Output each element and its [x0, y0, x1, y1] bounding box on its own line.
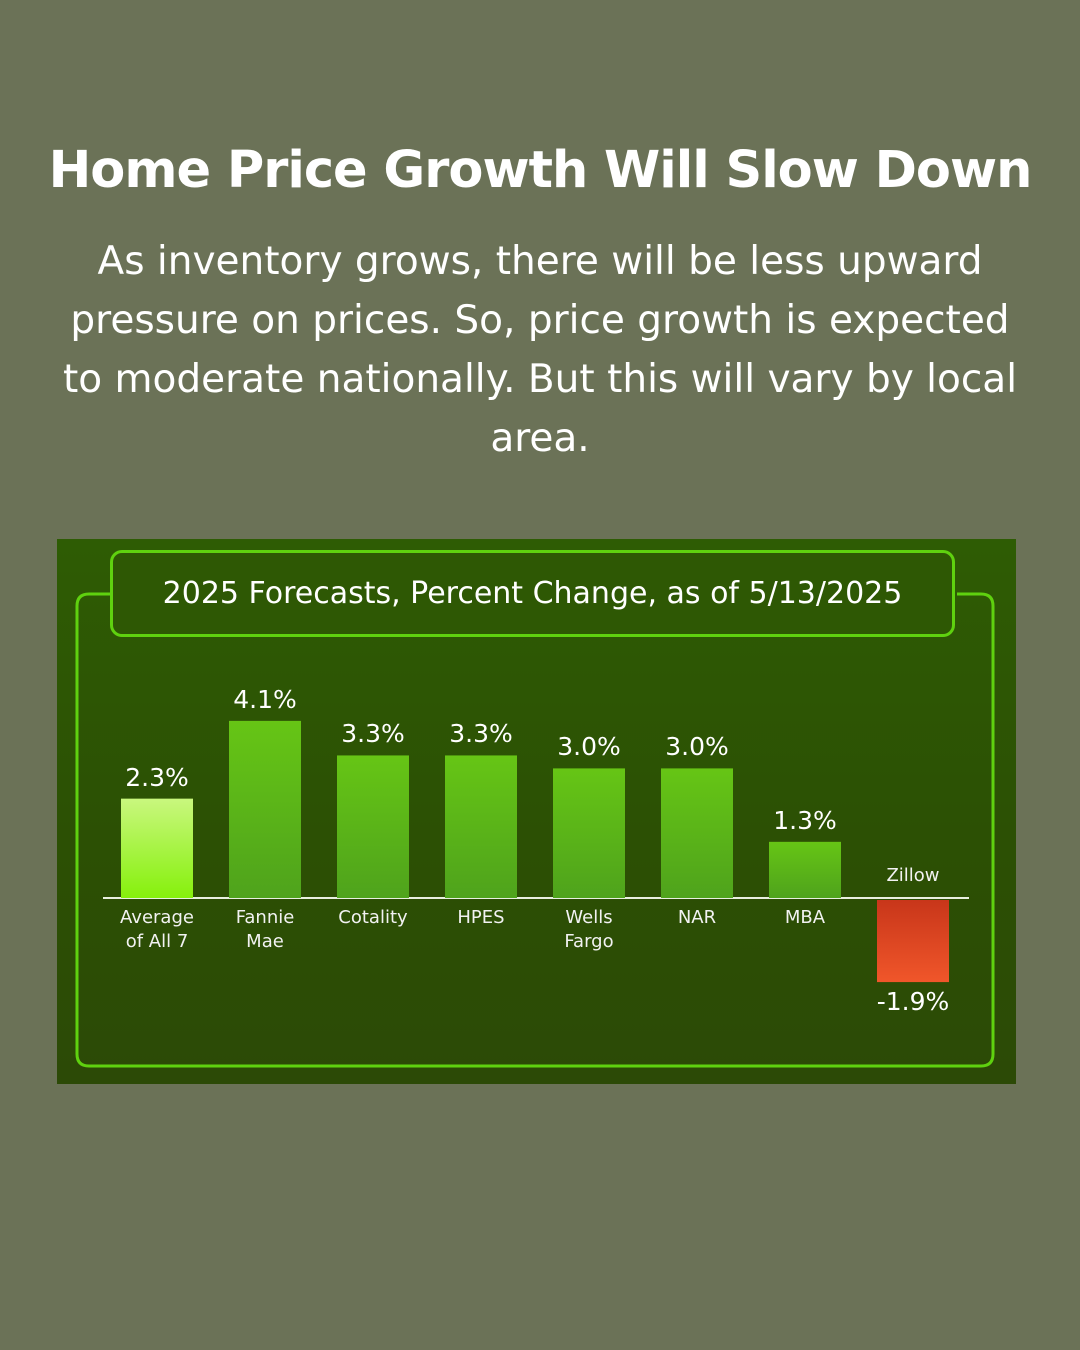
- chart-canvas: [75, 592, 995, 1068]
- bar-value-label-6: 1.3%: [773, 805, 837, 835]
- category-label-2: Cotality: [338, 907, 408, 928]
- bar-0: [121, 798, 193, 898]
- bar-value-label-0: 2.3%: [125, 762, 189, 792]
- category-label-5: NAR: [677, 907, 717, 928]
- category-label-3: HPES: [457, 907, 505, 928]
- chart-title: 2025 Forecasts, Percent Change, as of 5/…: [110, 550, 955, 637]
- bar-value-label-2: 3.3%: [341, 719, 405, 749]
- bar-4: [553, 768, 625, 898]
- category-label-4: Wells Fargo: [564, 907, 614, 952]
- category-label-6: MBA: [784, 907, 826, 928]
- bar-2: [337, 755, 409, 898]
- bar-value-label-4: 3.0%: [557, 732, 621, 762]
- category-label-7: Zillow: [886, 865, 940, 886]
- category-label-1: Fannie Mae: [235, 907, 295, 952]
- page-subhead: As inventory grows, there will be less u…: [62, 239, 1018, 461]
- bar-5: [661, 768, 733, 898]
- bar-value-label-5: 3.0%: [665, 732, 729, 762]
- forecast-chart: 2025 Forecasts, Percent Change, as of 5/…: [57, 539, 1016, 1084]
- category-label-0: Average of All 7: [120, 907, 194, 952]
- bar-6: [769, 841, 841, 898]
- bar-value-label-3: 3.3%: [449, 719, 513, 749]
- bar-value-label-1: 4.1%: [233, 684, 297, 714]
- bar-1: [229, 720, 301, 898]
- chart-frame: [75, 592, 995, 1068]
- bar-3: [445, 755, 517, 898]
- page-headline: Home Price Growth Will Slow Down: [48, 141, 1033, 200]
- bar-7: [877, 900, 949, 983]
- bar-value-label-7: -1.9%: [876, 987, 950, 1017]
